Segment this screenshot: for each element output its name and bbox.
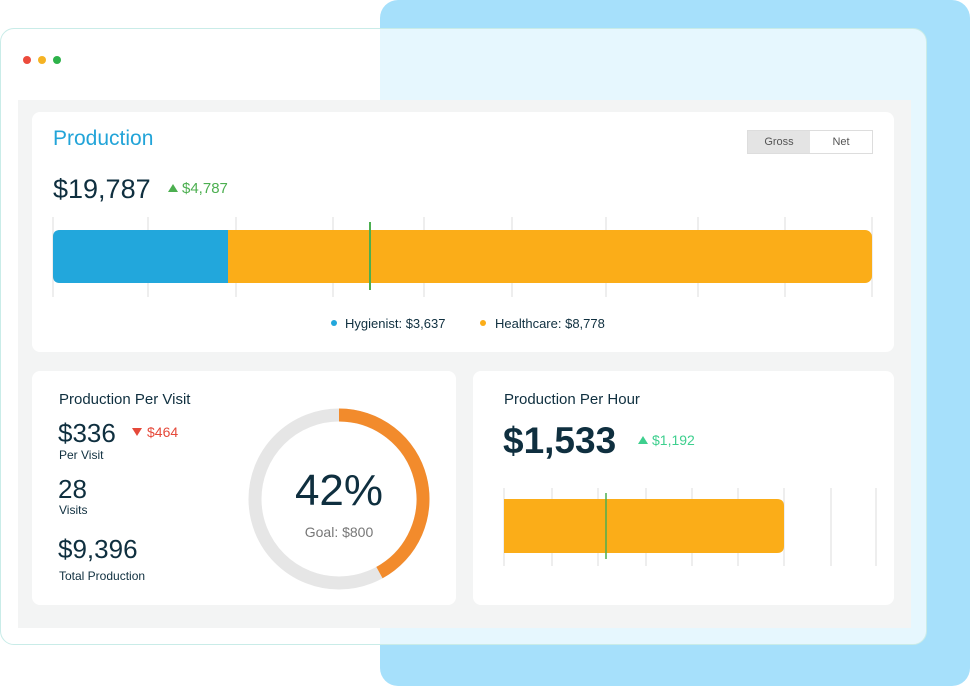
total: $19,787 <box>53 174 151 204</box>
down-arrow <box>132 428 142 436</box>
donut-goal: Goal: $800 <box>304 524 374 540</box>
stat-value: $9,396 <box>58 534 138 564</box>
up-arrow <box>168 184 178 192</box>
title: Production Per Visit <box>59 391 191 408</box>
title: Production Per Hour <box>504 391 640 408</box>
title: Production <box>53 127 154 150</box>
dot-red <box>23 56 31 64</box>
stat-value: 28 <box>58 474 87 504</box>
dot-yellow <box>38 56 46 64</box>
legend-dot <box>480 320 486 326</box>
legend-label: Healthcare: $8,778 <box>495 316 605 331</box>
dot-green <box>53 56 61 64</box>
legend-label: Hygienist: $3,637 <box>345 316 446 331</box>
stat-label: Visits <box>59 503 88 517</box>
value: $1,533 <box>503 420 617 461</box>
toggle: Gross Net <box>747 130 873 154</box>
per-hour-card <box>473 371 894 605</box>
donut <box>248 408 430 590</box>
donut-arc <box>338 408 430 579</box>
change: $1,192 <box>652 432 695 448</box>
up-arrow <box>638 436 648 444</box>
production-bar <box>52 217 873 297</box>
stat-label: Per Visit <box>59 448 104 462</box>
toggle-gross[interactable]: Gross <box>748 131 810 153</box>
change: $4,787 <box>182 180 228 197</box>
stat-value: $336 <box>58 418 116 448</box>
donut-label: 42% <box>294 466 384 515</box>
legend-dot <box>331 320 337 326</box>
stat-change: $464 <box>147 424 179 440</box>
stat-label: Total Production <box>59 569 146 583</box>
per-hour-bar <box>503 488 877 566</box>
toggle-net[interactable]: Net <box>832 136 850 148</box>
